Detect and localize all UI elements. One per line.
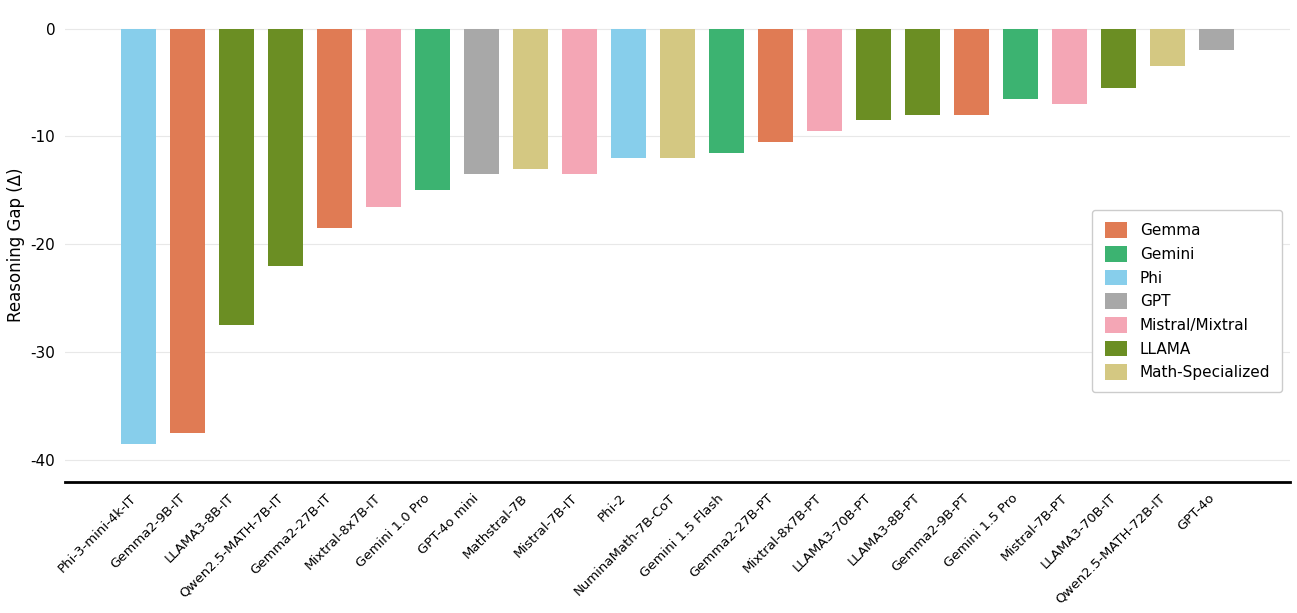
Bar <box>660 29 695 158</box>
Bar <box>1003 29 1039 99</box>
Bar <box>955 29 990 115</box>
Bar <box>267 29 303 266</box>
Bar <box>415 29 450 191</box>
Bar <box>121 29 156 444</box>
Bar <box>316 29 351 228</box>
Bar <box>219 29 254 326</box>
Bar <box>856 29 891 120</box>
Bar <box>464 29 499 174</box>
Bar <box>512 29 549 169</box>
Bar <box>562 29 597 174</box>
Legend: Gemma, Gemini, Phi, GPT, Mistral/Mixtral, LLAMA, Math-Specialized: Gemma, Gemini, Phi, GPT, Mistral/Mixtral… <box>1092 210 1283 392</box>
Bar <box>1150 29 1185 66</box>
Bar <box>366 29 401 207</box>
Bar <box>1052 29 1087 104</box>
Bar <box>1200 29 1235 50</box>
Bar <box>170 29 205 433</box>
Bar <box>611 29 646 158</box>
Bar <box>757 29 794 142</box>
Y-axis label: Reasoning Gap (Δ): Reasoning Gap (Δ) <box>6 167 25 322</box>
Bar <box>905 29 940 115</box>
Bar <box>709 29 744 153</box>
Bar <box>807 29 842 131</box>
Bar <box>1101 29 1136 88</box>
